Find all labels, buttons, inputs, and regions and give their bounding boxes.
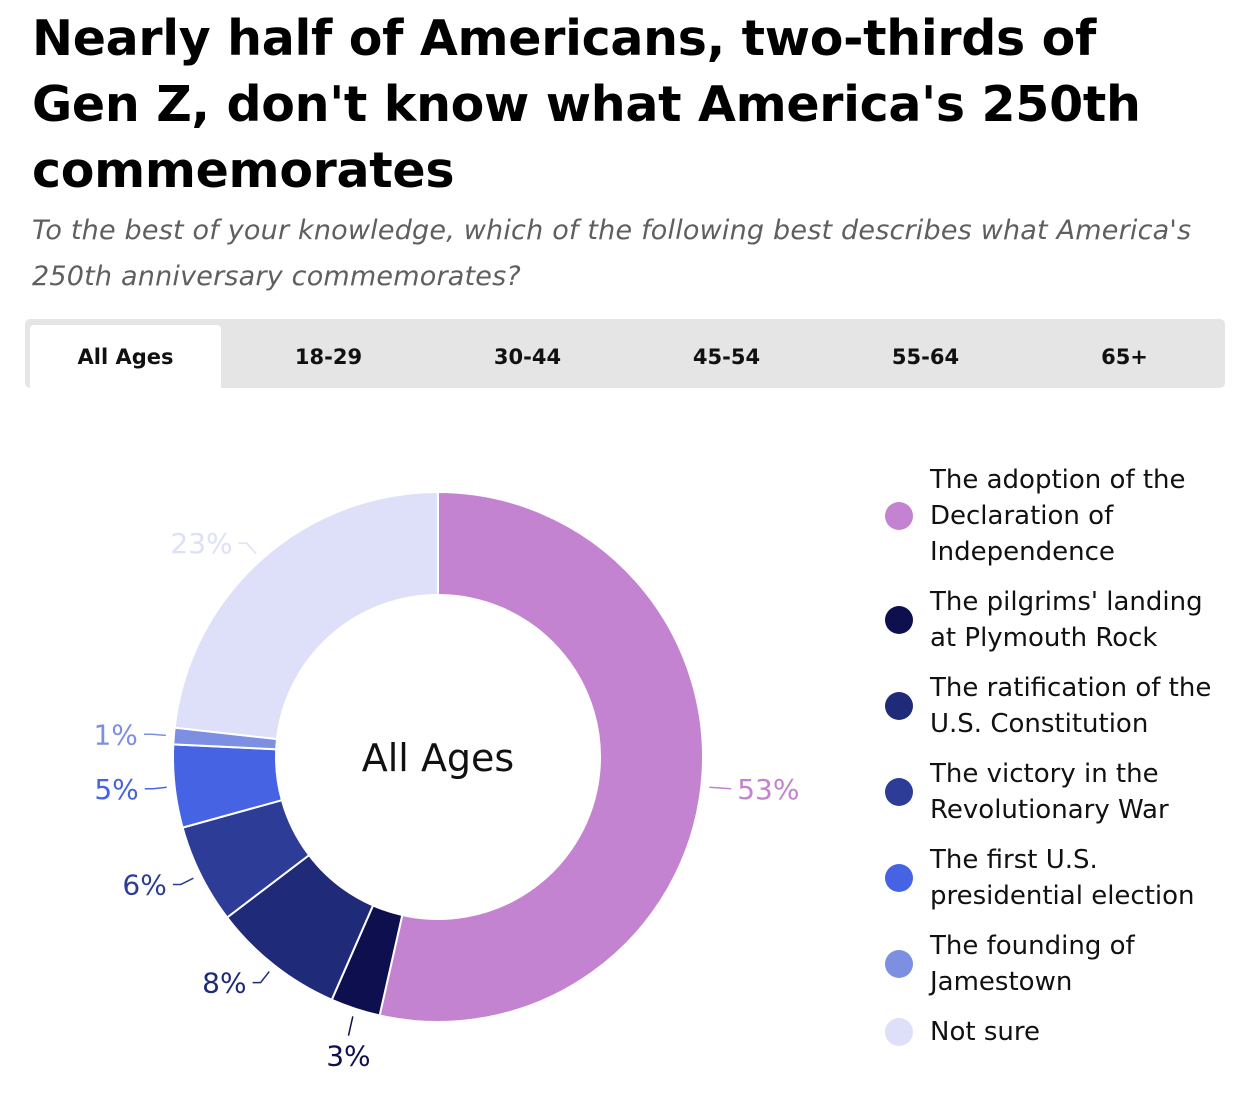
- legend-item[interactable]: The pilgrims' landing at Plymouth Rock: [885, 584, 1230, 656]
- slice-label-leaders: [143, 542, 732, 1036]
- legend-swatch: [885, 864, 913, 892]
- leader-line: [238, 542, 257, 555]
- legend-label: The first U.S. presidential election: [930, 842, 1195, 914]
- tab-45-54[interactable]: 45-54: [692, 344, 761, 369]
- leader-line: [347, 1016, 354, 1036]
- leader-line: [172, 877, 194, 886]
- legend-swatch: [885, 778, 913, 806]
- tab-65-plus[interactable]: 65+: [1101, 344, 1148, 369]
- leader-line: [143, 733, 166, 737]
- legend-item[interactable]: Not sure: [885, 1014, 1230, 1050]
- legend-label: The victory in the Revolutionary War: [930, 756, 1169, 828]
- legend-item[interactable]: The founding of Jamestown: [885, 928, 1230, 1000]
- legend-label-line: presidential election: [930, 881, 1195, 911]
- legend-swatch: [885, 606, 913, 634]
- legend-item[interactable]: The first U.S. presidential election: [885, 842, 1230, 914]
- legend-swatch: [885, 502, 913, 530]
- legend-label-line: Declaration of: [930, 501, 1114, 531]
- legend-label-line: The pilgrims' landing: [930, 587, 1203, 617]
- legend-label-line: The victory in the: [930, 759, 1159, 789]
- value-label-the-pilgrims-landing-at-plymouth-rock: 3%: [326, 1040, 370, 1073]
- legend-item[interactable]: The ratification of the U.S. Constitution: [885, 670, 1230, 742]
- value-label-the-ratification-of-the-u-s-constitution: 8%: [202, 967, 246, 1000]
- slice-not-sure[interactable]: [173, 490, 439, 741]
- legend-label-line: The ratification of the: [930, 673, 1212, 703]
- chart-subtitle: To the best of your knowledge, which of …: [32, 215, 1192, 292]
- legend-label-line: Independence: [930, 537, 1115, 567]
- donut-slices: [172, 490, 704, 1023]
- value-label-the-founding-of-jamestown: 1%: [93, 718, 137, 751]
- leader-line: [252, 971, 270, 984]
- slice-value-labels: 53% 3% 8% 6% 5% 1% 23%: [93, 527, 799, 1073]
- leader-line: [144, 786, 167, 790]
- donut-chart: 53% 3% 8% 6% 5% 1% 23% All Ages: [93, 490, 799, 1073]
- slice-the-adoption-of-the-declaration-of-independence[interactable]: [378, 490, 704, 1023]
- legend-label-line: The adoption of the: [930, 465, 1186, 495]
- legend-swatch: [885, 950, 913, 978]
- legend-item[interactable]: The adoption of the Declaration of Indepen…: [885, 462, 1230, 570]
- chart-title: Nearly half of Americans, two-thirds of …: [32, 10, 1141, 199]
- leader-line: [709, 786, 732, 790]
- legend-label: Not sure: [930, 1014, 1040, 1050]
- legend-label-line: The founding of: [930, 931, 1135, 961]
- value-label-the-adoption-of-the-declaration-of-independence: 53%: [737, 773, 799, 806]
- legend-item[interactable]: The victory in the Revolutionary War: [885, 756, 1230, 828]
- age-tab-bar: All Ages 18-29 30-44 45-54 55-64 65+: [25, 319, 1225, 388]
- legend-label: The ratification of the U.S. Constitution: [930, 670, 1211, 742]
- value-label-not-sure: 23%: [170, 527, 232, 560]
- tab-55-64[interactable]: 55-64: [891, 344, 960, 369]
- legend-label-line: at Plymouth Rock: [930, 623, 1158, 653]
- value-label-the-first-u-s-presidential-election: 5%: [94, 773, 138, 806]
- legend-label: The adoption of the Declaration of Indepen…: [930, 462, 1186, 570]
- legend-label-line: U.S. Constitution: [930, 709, 1149, 739]
- legend-label: The pilgrims' landing at Plymouth Rock: [930, 584, 1203, 656]
- legend-swatch: [885, 692, 913, 720]
- legend-label-line: Revolutionary War: [930, 795, 1169, 825]
- legend-swatch: [885, 1018, 913, 1046]
- chart-legend: The adoption of the Declaration of Indepen…: [885, 462, 1230, 1064]
- legend-label: The founding of Jamestown: [930, 928, 1135, 1000]
- tab-18-29[interactable]: 18-29: [294, 344, 363, 369]
- tab-30-44[interactable]: 30-44: [493, 344, 562, 369]
- legend-label-line: Not sure: [930, 1017, 1040, 1047]
- tab-all-ages[interactable]: All Ages: [30, 325, 221, 388]
- value-label-the-victory-in-the-revolutionary-war: 6%: [122, 868, 166, 901]
- donut-center-label: All Ages: [362, 736, 514, 780]
- legend-label-line: Jamestown: [930, 967, 1073, 997]
- legend-label-line: The first U.S.: [930, 845, 1098, 875]
